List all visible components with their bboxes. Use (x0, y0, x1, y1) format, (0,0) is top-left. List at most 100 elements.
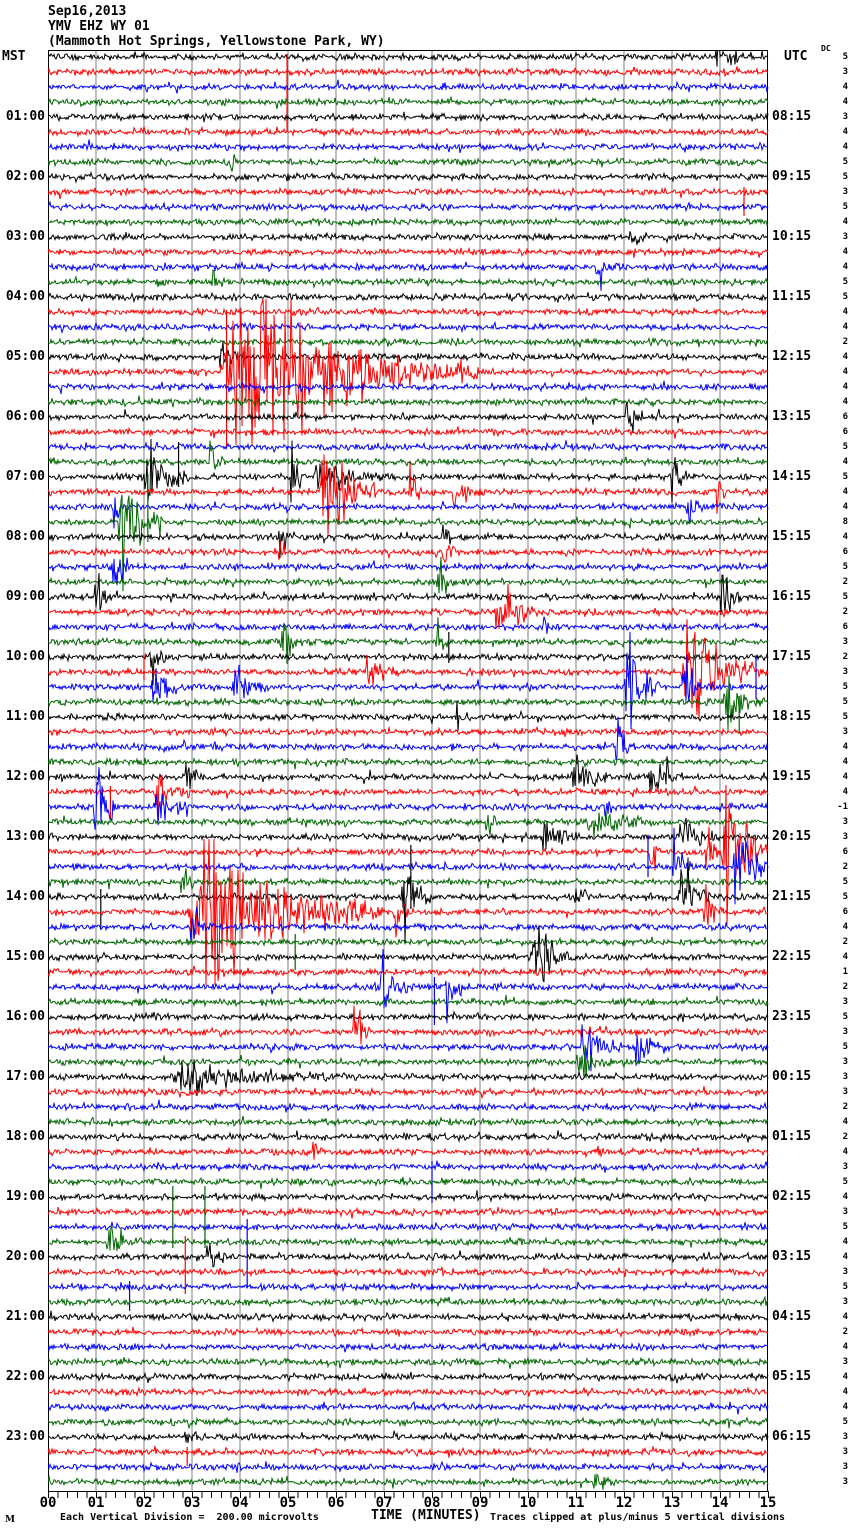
dc-offset-value: 6 (842, 847, 848, 857)
seismo-trace-row (48, 1010, 769, 1023)
dc-offset-value: 2 (842, 337, 848, 347)
mst-hour-label: 18:00 (5, 1129, 45, 1144)
seismo-trace-row (48, 936, 769, 948)
seismo-trace-row (48, 1024, 769, 1072)
dc-offset-value: 4 (842, 352, 848, 362)
seismo-trace-row (48, 838, 769, 986)
dc-offset-value: 5 (842, 277, 848, 287)
dc-offset-value: 4 (842, 397, 848, 407)
mst-axis-label: MST (2, 49, 26, 64)
dc-offset-value: 4 (842, 952, 848, 962)
seismo-trace-row (48, 857, 769, 943)
dc-offset-value: 5 (842, 442, 848, 452)
dc-offset-value: 4 (842, 1372, 848, 1382)
seismo-trace-row (48, 716, 769, 761)
dc-offset-value: 3 (842, 1207, 848, 1217)
seismo-trace-row (48, 811, 769, 838)
dc-offset-value: 5 (842, 562, 848, 572)
mst-hour-label: 15:00 (5, 949, 45, 964)
utc-axis-label: UTC (784, 49, 808, 64)
mst-hour-label: 19:00 (5, 1189, 45, 1204)
utc-hour-label: 12:15 (772, 349, 812, 364)
mst-hour-label: 20:00 (5, 1249, 45, 1264)
seismo-trace-row (48, 298, 768, 446)
dc-offset-value: 3 (842, 1072, 848, 1082)
logo-mark: M (5, 1515, 15, 1525)
seismo-trace-row (48, 1005, 769, 1045)
mst-hour-label: 05:00 (5, 349, 45, 364)
dc-offset-value: 3 (842, 112, 848, 122)
dc-offset-value: 3 (842, 1447, 848, 1457)
x-axis-tick-label: 09 (471, 1495, 489, 1511)
utc-hour-label: 09:15 (772, 169, 812, 184)
dc-offset-value: 2 (842, 577, 848, 587)
seismo-trace-row (48, 1141, 769, 1160)
seismo-trace-row (48, 827, 769, 905)
seismo-trace-row (48, 336, 769, 348)
seismo-trace-row (48, 619, 769, 720)
seismo-trace-row (48, 1266, 769, 1278)
dc-offset-value: 2 (842, 1132, 848, 1142)
dc-offset-value: 4 (842, 82, 848, 92)
utc-hour-label: 11:15 (772, 289, 812, 304)
dc-offset-value: 4 (842, 487, 848, 497)
dc-offset-value: 6 (842, 547, 848, 557)
dc-offset-value: 5 (842, 697, 848, 707)
mst-hour-label: 07:00 (5, 469, 45, 484)
scale-note: Each Vertical Division = 200.00 microvol… (60, 1512, 319, 1523)
seismo-trace-row (48, 1130, 769, 1144)
seismo-trace-row (48, 556, 769, 594)
dc-offset-value: 3 (842, 1162, 848, 1172)
seismo-trace-row (48, 756, 769, 770)
dc-offset-value: 3 (842, 817, 848, 827)
dc-offset-value: 5 (842, 592, 848, 602)
seismo-trace-row (48, 269, 769, 289)
seismo-trace-row (48, 949, 769, 1024)
dc-offset-value: 4 (842, 1387, 848, 1397)
seismo-trace-row (48, 246, 769, 258)
seismo-trace-row (48, 1044, 768, 1079)
seismo-trace-row (48, 1099, 769, 1113)
seismo-trace-row (48, 1176, 769, 1190)
seismo-trace-row (48, 260, 769, 291)
dc-offset-value: 3 (842, 832, 848, 842)
seismo-trace-row (48, 186, 769, 200)
x-axis-tick-label: 10 (519, 1495, 537, 1511)
seismo-trace-row (48, 1430, 769, 1444)
seismo-trace-row (48, 1086, 769, 1100)
dc-offset-value: 3 (842, 1462, 848, 1472)
seismo-trace-row (48, 1221, 769, 1233)
dc-column-label: DC (821, 44, 831, 53)
utc-hour-label: 05:15 (772, 1369, 812, 1384)
dc-offset-value: 2 (842, 1327, 848, 1337)
dc-offset-value: 4 (842, 772, 848, 782)
dc-offset-value: 4 (842, 382, 848, 392)
utc-hour-label: 20:15 (772, 829, 812, 844)
dc-offset-value: 3 (842, 1432, 848, 1442)
seismo-trace-row (48, 1416, 769, 1430)
seismo-trace-row (48, 231, 769, 245)
dc-offset-value: 5 (842, 1282, 848, 1292)
dc-offset-value: 3 (842, 1297, 848, 1307)
seismo-trace-row (48, 1059, 769, 1097)
utc-hour-label: 22:15 (772, 949, 812, 964)
dc-offset-value: 4 (842, 1147, 848, 1157)
dc-offset-value: 4 (842, 262, 848, 272)
seismo-trace-row (48, 440, 769, 453)
seismo-trace-row (48, 1341, 769, 1353)
seismo-trace-row (48, 725, 769, 738)
seismo-trace-row (48, 200, 769, 213)
dc-offset-value: 2 (842, 982, 848, 992)
seismo-trace-row (48, 1295, 769, 1308)
dc-offset-value: 5 (842, 172, 848, 182)
x-axis-tick-label: 00 (39, 1495, 57, 1511)
seismo-trace-row (48, 154, 769, 172)
seismo-trace-row (48, 438, 769, 503)
utc-hour-label: 02:15 (772, 1189, 812, 1204)
seismo-trace-row (48, 1115, 769, 1129)
dc-offset-value: 5 (842, 1177, 848, 1187)
dc-offset-value: 5 (842, 292, 848, 302)
dc-offset-value: 6 (842, 622, 848, 632)
dc-offset-value: 3 (842, 232, 848, 242)
seismo-trace-row (48, 401, 769, 433)
